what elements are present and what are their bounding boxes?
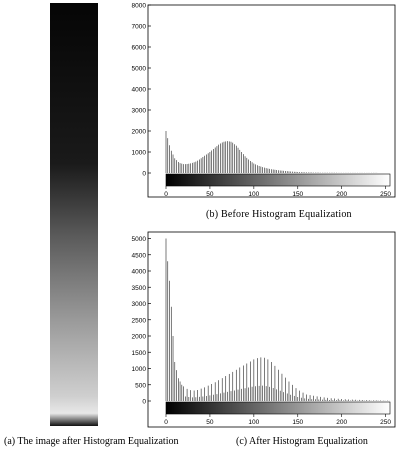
y-tick-label: 5000 — [132, 236, 147, 243]
y-tick-label: 4000 — [132, 269, 147, 276]
y-tick-label: 1500 — [132, 350, 147, 357]
x-tick-label: 150 — [292, 191, 303, 198]
colorbar — [165, 173, 391, 187]
caption-c: (c) After Histogram Equalization — [236, 436, 368, 447]
y-tick-label: 1000 — [132, 366, 147, 373]
y-tick-label: 3500 — [132, 285, 147, 292]
y-tick-label: 0 — [142, 171, 146, 178]
x-tick-label: 250 — [380, 191, 391, 198]
x-tick-label: 150 — [292, 419, 303, 426]
y-tick-label: 0 — [142, 399, 146, 406]
plot-frame — [147, 4, 396, 198]
x-tick-label: 100 — [248, 419, 259, 426]
histogram-before: 0 1000 2000 3000 4000 5000 6000 7000 8000 0 50 100 1… — [132, 3, 396, 198]
y-tick-label: 3000 — [132, 301, 147, 308]
x-tick-label: 0 — [164, 419, 168, 426]
y-tick-label: 4000 — [132, 87, 147, 94]
caption-b: (b) Before Histogram Equalization — [206, 209, 352, 220]
x-tick-label: 200 — [336, 419, 347, 426]
y-tick-label: 2000 — [132, 129, 147, 136]
y-tick-label: 2500 — [132, 317, 147, 324]
y-tick-label: 1000 — [132, 150, 147, 157]
y-tick-label: 7000 — [132, 24, 147, 31]
y-tick-label: 3000 — [132, 108, 147, 115]
y-tick-label: 6000 — [132, 45, 147, 52]
x-tick-label: 250 — [380, 419, 391, 426]
y-tick-label: 5000 — [132, 66, 147, 73]
x-tick-label: 200 — [336, 191, 347, 198]
y-tick-label: 8000 — [132, 3, 147, 10]
x-tick-label: 100 — [248, 191, 259, 198]
colorbar — [165, 401, 391, 415]
histogram-after: 0500100015002000250030003500400045005000… — [132, 231, 396, 428]
x-tick-label: 50 — [206, 419, 214, 426]
caption-a: (a) The image after Histogram Equalizati… — [4, 436, 179, 447]
equalized-image — [50, 3, 98, 426]
x-tick-label: 0 — [164, 191, 168, 198]
y-tick-label: 2000 — [132, 334, 147, 341]
y-tick-label: 500 — [135, 382, 146, 389]
y-tick-label: 4500 — [132, 252, 147, 259]
x-tick-label: 50 — [206, 191, 214, 198]
